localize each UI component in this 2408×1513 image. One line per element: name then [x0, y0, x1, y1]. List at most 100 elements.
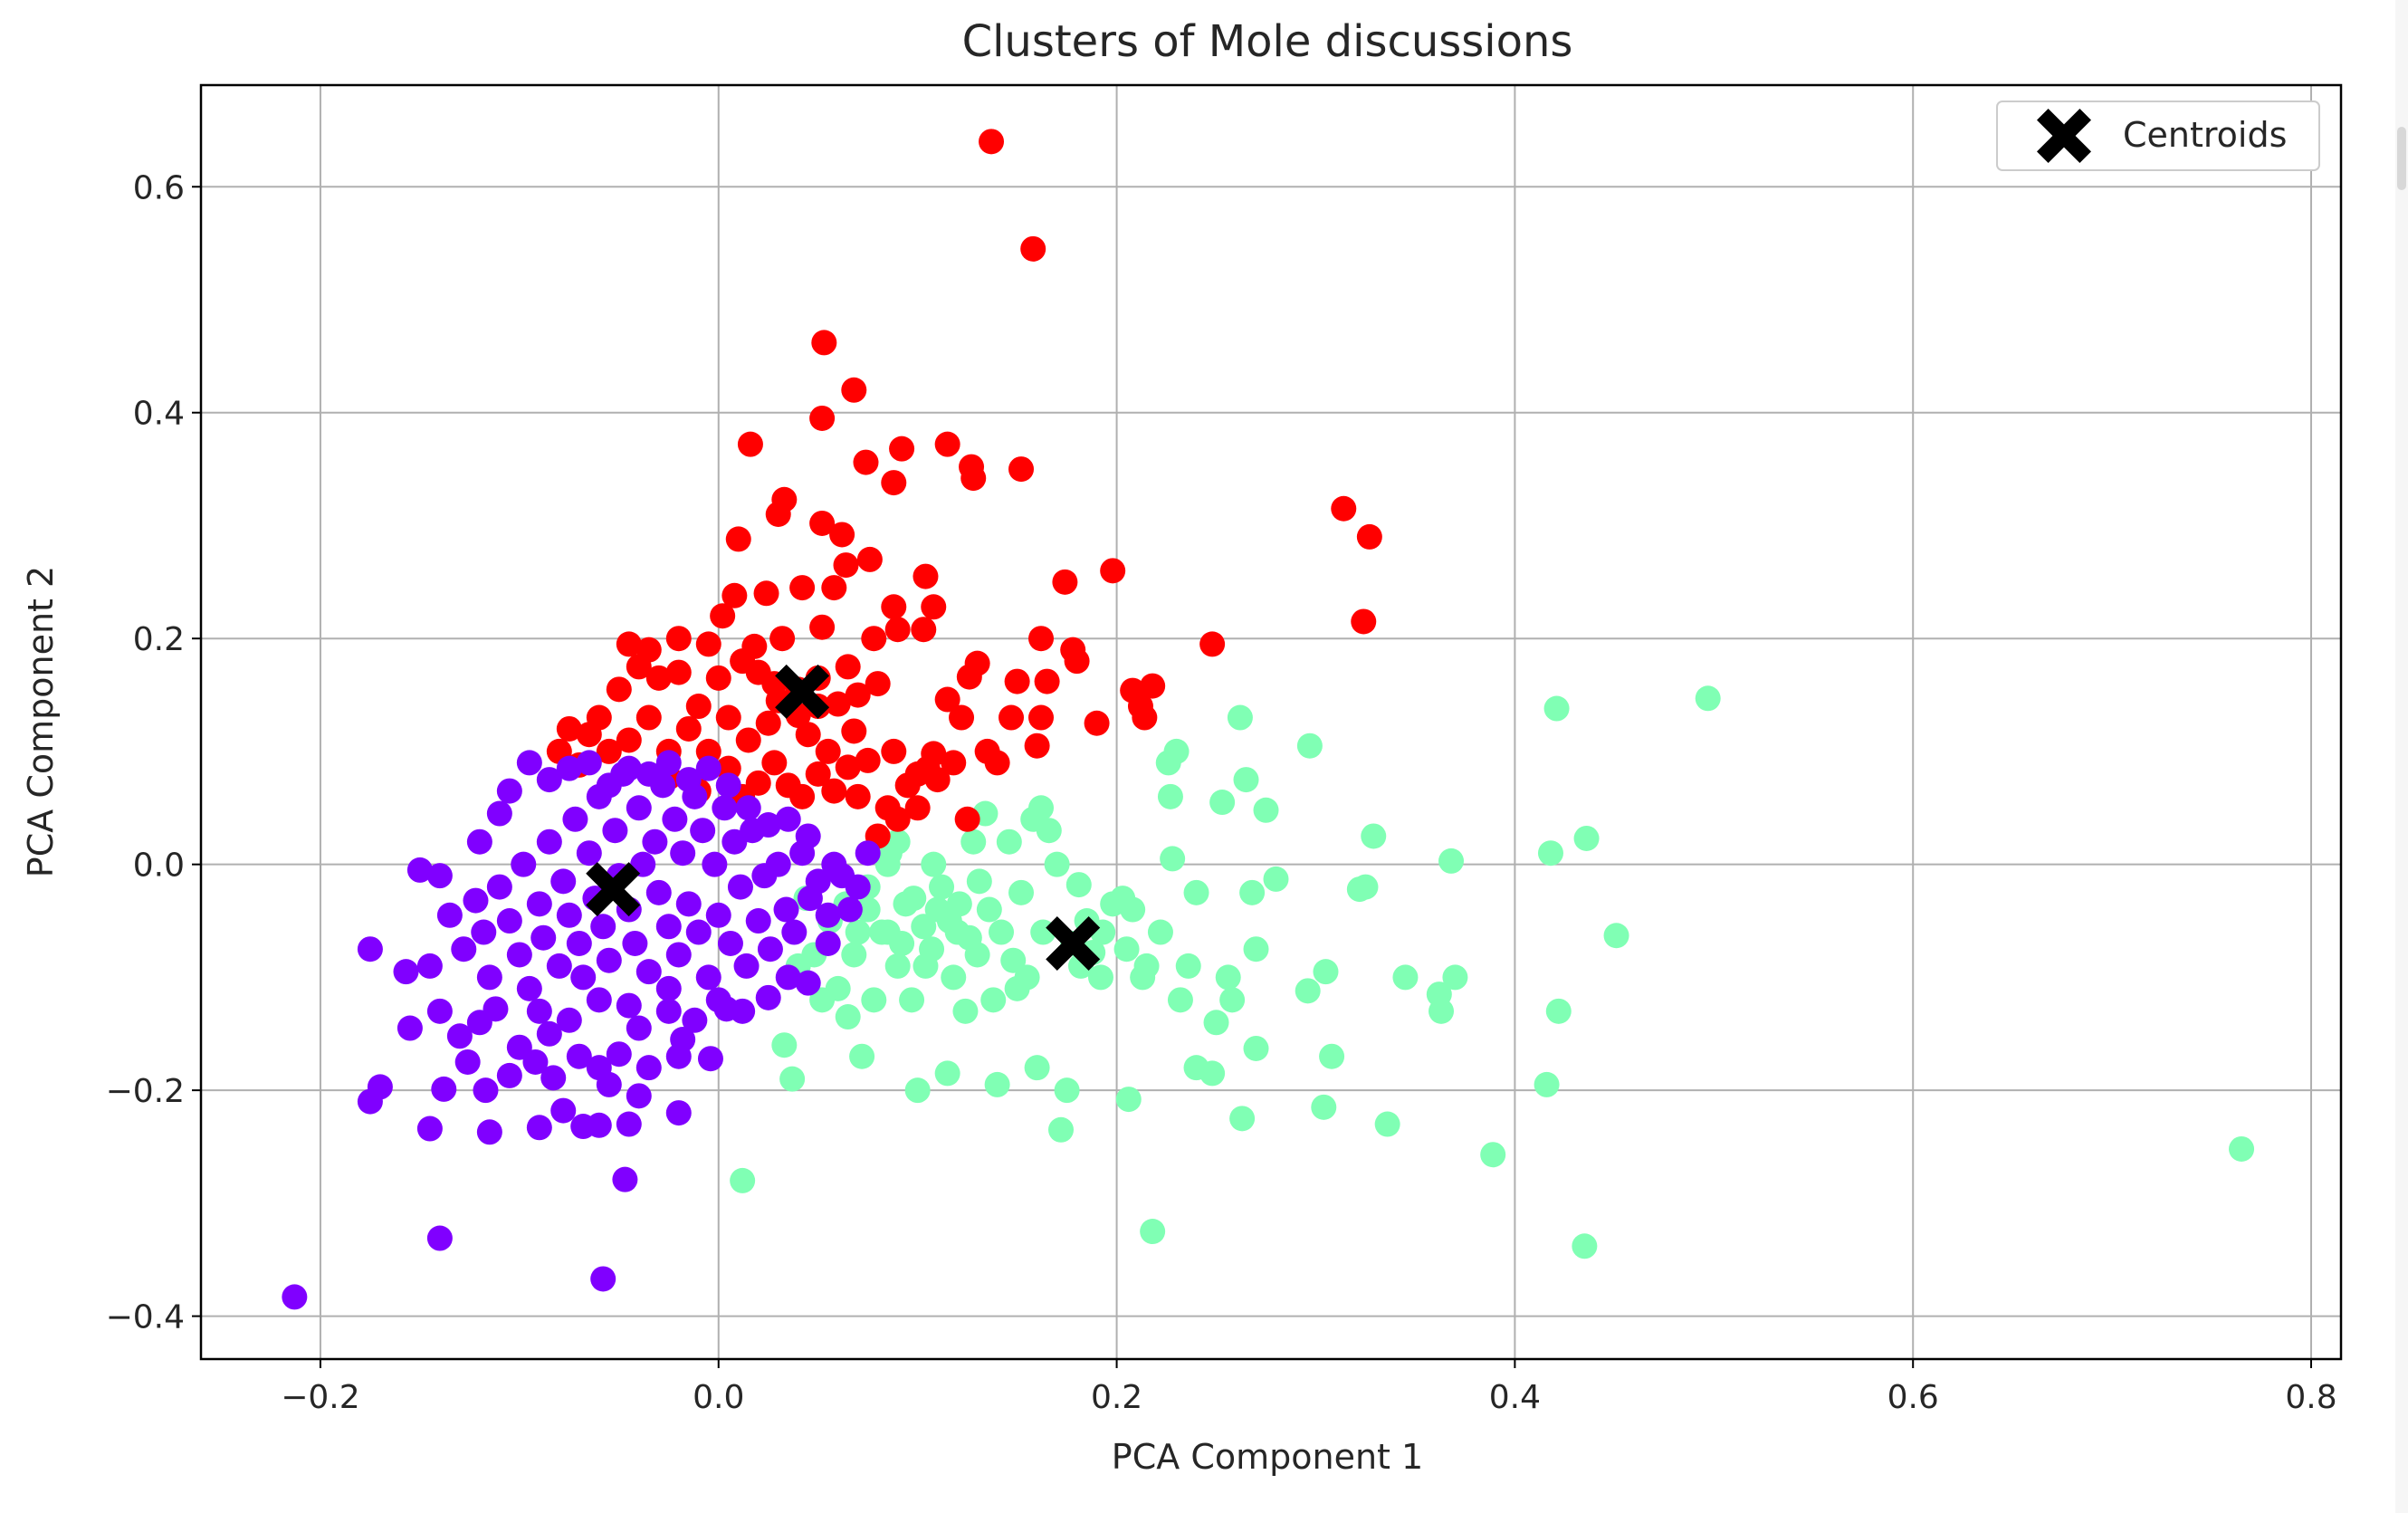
cluster-1-point: [1175, 953, 1201, 979]
cluster-0-point: [516, 750, 542, 776]
cluster-0-point: [682, 1007, 708, 1033]
cluster-1-point: [1313, 959, 1339, 985]
cluster-0-point: [606, 1041, 632, 1068]
cluster-2-point: [835, 654, 861, 680]
cluster-0-point: [626, 1083, 652, 1109]
cluster-0-point: [282, 1284, 308, 1310]
cluster-1-point: [1140, 1219, 1166, 1245]
cluster-1-point: [1603, 923, 1629, 949]
cluster-2-point: [855, 747, 881, 773]
cluster-1-point: [1346, 876, 1372, 903]
x-tick-label: −0.2: [281, 1379, 359, 1416]
cluster-1-point: [952, 998, 979, 1024]
cluster-2-point: [755, 710, 781, 736]
plot-area-frame: [199, 83, 2343, 1361]
cluster-2-point: [881, 738, 907, 764]
cluster-1-point: [1243, 1035, 1269, 1061]
cluster-2-point: [1028, 626, 1055, 652]
cluster-2-point: [956, 664, 982, 690]
cluster-1-point: [921, 851, 947, 877]
scrollbar-thumb[interactable]: [2397, 127, 2406, 190]
cluster-1-point: [835, 1004, 861, 1030]
cluster-0-point: [471, 919, 497, 945]
cluster-0-point: [436, 902, 463, 928]
cluster-2-point: [1199, 631, 1226, 657]
cluster-2-point: [596, 738, 622, 764]
cluster-0-point: [735, 795, 761, 821]
cluster-0-point: [855, 840, 881, 867]
y-tick-label: −0.2: [106, 1073, 185, 1110]
cluster-2-point: [805, 761, 831, 787]
cluster-2-point: [685, 694, 712, 720]
cluster-1-point: [1183, 1055, 1209, 1081]
cluster-0-point: [836, 896, 863, 923]
cluster-0-point: [511, 851, 537, 877]
cluster-0-point: [416, 953, 443, 979]
cluster-0-point: [815, 902, 841, 928]
cluster-2-point: [913, 563, 939, 589]
cluster-2-point: [934, 431, 960, 457]
cluster-1-point: [919, 936, 945, 962]
cluster-1-point: [1229, 1106, 1256, 1132]
cluster-2-point: [1034, 668, 1060, 694]
cluster-2-point: [999, 704, 1025, 731]
cluster-1-point: [976, 896, 1002, 923]
cluster-0-point: [665, 1043, 692, 1069]
cluster-1-point: [989, 919, 1015, 945]
cluster-0-point: [773, 896, 799, 923]
cluster-2-point: [949, 704, 975, 731]
cluster-0-point: [466, 828, 492, 855]
cluster-1-point: [1087, 964, 1113, 991]
cluster-2-point: [845, 783, 871, 809]
cluster-0-point: [845, 874, 871, 900]
gridlines: [201, 85, 2341, 1359]
cluster-0-point: [566, 930, 592, 956]
cluster-2-point: [715, 704, 741, 731]
cluster-0-point: [645, 879, 672, 905]
cluster-0-point: [717, 930, 743, 956]
centroid-marker: [586, 862, 641, 917]
cluster-2-point: [1351, 608, 1377, 635]
cluster-1-point: [1203, 1010, 1229, 1036]
cluster-2-point: [769, 626, 796, 652]
cluster-0-point: [635, 1055, 662, 1081]
cluster-0-point: [622, 930, 648, 956]
cluster-1-point: [996, 828, 1022, 855]
cluster-2-point: [1084, 710, 1110, 736]
cluster-0-point: [755, 984, 781, 1010]
cluster-1-point: [899, 987, 925, 1013]
cluster-1-point: [1537, 840, 1563, 867]
cluster-2-point: [1024, 733, 1050, 759]
cluster-0-point: [635, 761, 662, 787]
cluster-1-point: [889, 930, 915, 956]
cluster-2-point: [765, 501, 791, 527]
cluster-2-point: [856, 546, 883, 572]
x-axis-label: PCA Component 1: [1112, 1437, 1423, 1477]
cluster-0-point: [426, 998, 453, 1024]
cluster-0-point: [815, 930, 841, 956]
cluster-2-point: [979, 129, 1005, 155]
cluster-2-point: [904, 795, 931, 821]
cluster-2-point: [861, 626, 887, 652]
cluster-0-point: [496, 1062, 522, 1088]
cluster-0-point: [655, 998, 682, 1024]
cluster-2-point: [829, 522, 855, 548]
centroid-marker: [775, 664, 830, 719]
cluster-0-point: [695, 755, 721, 781]
cluster-0-point: [483, 996, 509, 1022]
cluster-1-point: [1239, 879, 1266, 905]
cluster-2-point: [616, 631, 642, 657]
cluster-2-point: [809, 614, 836, 640]
cluster-2-point: [934, 686, 960, 713]
cluster-1-point: [1442, 964, 1468, 991]
cluster-0-point: [566, 1043, 592, 1069]
cluster-0-point: [454, 1049, 481, 1075]
cluster-2-point: [954, 806, 980, 832]
cluster-2-point: [833, 552, 859, 579]
vertical-scrollbar[interactable]: [2395, 0, 2408, 1513]
cluster-2-point: [941, 750, 967, 776]
cluster-0-point: [556, 755, 582, 781]
cluster-1-point: [861, 987, 887, 1013]
y-tick-label: −0.4: [106, 1299, 185, 1336]
